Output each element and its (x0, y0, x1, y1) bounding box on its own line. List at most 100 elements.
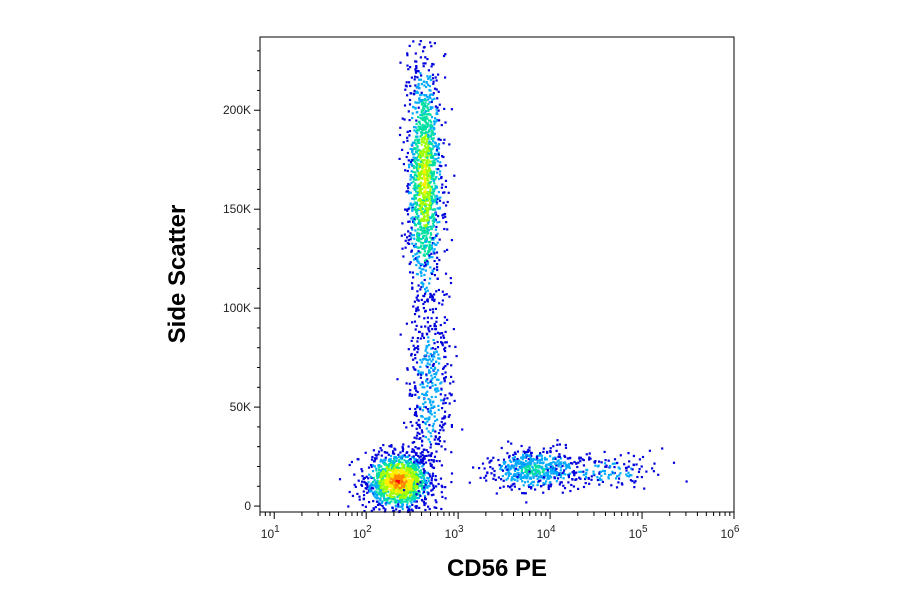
scatter-point (429, 107, 432, 111)
scatter-point (420, 227, 423, 230)
scatter-point (417, 106, 420, 109)
scatter-point (524, 468, 527, 471)
scatter-point (434, 367, 437, 370)
scatter-point (561, 471, 564, 474)
scatter-point (411, 158, 414, 162)
scatter-point (428, 371, 431, 374)
scatter-point (524, 492, 527, 495)
scatter-point (389, 475, 392, 478)
scatter-point (350, 460, 353, 464)
scatter-point (423, 232, 426, 235)
x-tick-label: 101 (261, 524, 280, 541)
scatter-point (410, 217, 413, 220)
scatter-point (363, 476, 366, 479)
scatter-point (374, 453, 377, 456)
scatter-point (424, 200, 427, 203)
scatter-point (444, 355, 447, 359)
scatter-point (525, 460, 528, 463)
scatter-point (426, 390, 429, 393)
scatter-point (436, 207, 439, 210)
scatter-point (584, 477, 587, 481)
scatter-point (423, 495, 426, 498)
scatter-point (519, 477, 522, 480)
scatter-point (514, 452, 517, 455)
scatter-point (519, 461, 523, 464)
scatter-point (433, 355, 436, 358)
scatter-point (415, 465, 418, 469)
scatter-point (437, 389, 440, 392)
scatter-point (434, 105, 437, 108)
scatter-point (419, 376, 422, 379)
scatter-point (481, 462, 485, 465)
scatter-point (559, 472, 562, 475)
scatter-point (374, 482, 377, 485)
scatter-point (394, 504, 397, 507)
scatter-point (425, 196, 428, 199)
scatter-point (378, 508, 381, 511)
scatter-point (549, 462, 552, 465)
scatter-point (422, 336, 425, 339)
scatter-point (428, 363, 431, 366)
scatter-point (414, 171, 417, 174)
scatter-point (545, 474, 548, 477)
scatter-point (427, 398, 430, 401)
scatter-point (373, 465, 376, 468)
scatter-point (419, 437, 422, 440)
scatter-point (424, 508, 427, 512)
scatter-point (432, 177, 435, 180)
scatter-point (405, 155, 408, 159)
scatter-point (449, 281, 453, 285)
scatter-point (411, 466, 414, 469)
scatter-point (525, 455, 528, 458)
scatter-point (536, 465, 539, 468)
scatter-point (405, 460, 408, 463)
scatter-point (427, 454, 431, 457)
scatter-point (416, 235, 419, 238)
scatter-point (412, 166, 416, 170)
scatter-point (437, 357, 440, 360)
scatter-point (511, 483, 514, 486)
scatter-point (409, 489, 412, 493)
scatter-point (419, 358, 422, 361)
scatter-point (409, 147, 412, 151)
scatter-point (609, 465, 612, 468)
scatter-point (438, 436, 441, 439)
scatter-point (628, 474, 631, 477)
scatter-point (512, 474, 515, 477)
scatter-point (372, 464, 375, 467)
scatter-point (403, 118, 406, 121)
scatter-point (423, 503, 426, 507)
scatter-point (567, 464, 571, 467)
scatter-point (428, 101, 431, 104)
scatter-point (522, 484, 525, 487)
scatter-point (402, 255, 405, 258)
scatter-point (416, 159, 419, 162)
scatter-point (444, 422, 447, 425)
scatter-point (422, 195, 425, 198)
scatter-point (426, 362, 429, 365)
scatter-point (442, 366, 446, 369)
scatter-point (531, 466, 534, 470)
scatter-point (437, 482, 440, 486)
scatter-point (422, 106, 425, 109)
scatter-point (407, 445, 410, 448)
scatter-point (407, 459, 411, 462)
scatter-point (432, 190, 436, 193)
scatter-point (382, 471, 385, 474)
scatter-point (382, 444, 385, 447)
scatter-point (542, 450, 545, 453)
scatter-point (415, 264, 418, 267)
scatter-point (363, 510, 366, 513)
scatter-point (450, 393, 453, 396)
scatter-point (444, 376, 447, 379)
scatter-point (431, 272, 434, 275)
scatter-point (547, 475, 550, 478)
scatter-point (424, 436, 427, 439)
scatter-point (423, 278, 426, 282)
scatter-point (427, 250, 431, 253)
scatter-point (555, 471, 558, 474)
scatter-point (436, 112, 439, 115)
scatter-point (528, 472, 531, 475)
scatter-point (406, 242, 409, 245)
scatter-point (581, 458, 584, 461)
